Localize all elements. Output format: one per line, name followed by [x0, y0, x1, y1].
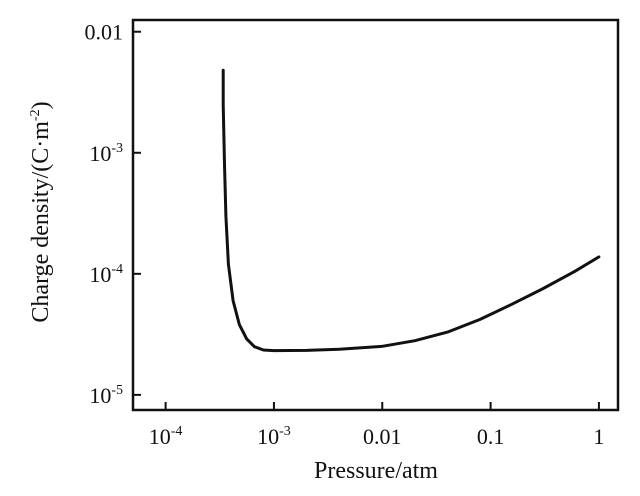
y-tick-label: 10-3	[89, 141, 123, 166]
x-tick-label: 0.01	[363, 424, 402, 449]
axis-ticks: 10-4 10-3 0.01 0.1 1 10-5 10-4 10-3 0.01	[85, 20, 605, 449]
y-tick-label: 10-4	[89, 262, 123, 287]
x-tick-label: 1	[593, 424, 604, 449]
y-tick-label: 10-5	[89, 383, 123, 408]
x-tick-label: 0.1	[477, 424, 505, 449]
y-axis-title: Charge density/(C·m-2)	[28, 101, 54, 322]
x-axis-title: Pressure/atm	[314, 458, 438, 484]
plot-frame	[131, 18, 620, 412]
charge-density-curve	[221, 68, 601, 353]
y-tick-label: 0.01	[85, 20, 124, 45]
y-axis-title-text: Charge density/(C·m-2)	[28, 101, 54, 322]
x-tick-label: 10-4	[149, 424, 183, 449]
data-series	[221, 68, 601, 353]
x-tick-label: 10-3	[257, 424, 291, 449]
